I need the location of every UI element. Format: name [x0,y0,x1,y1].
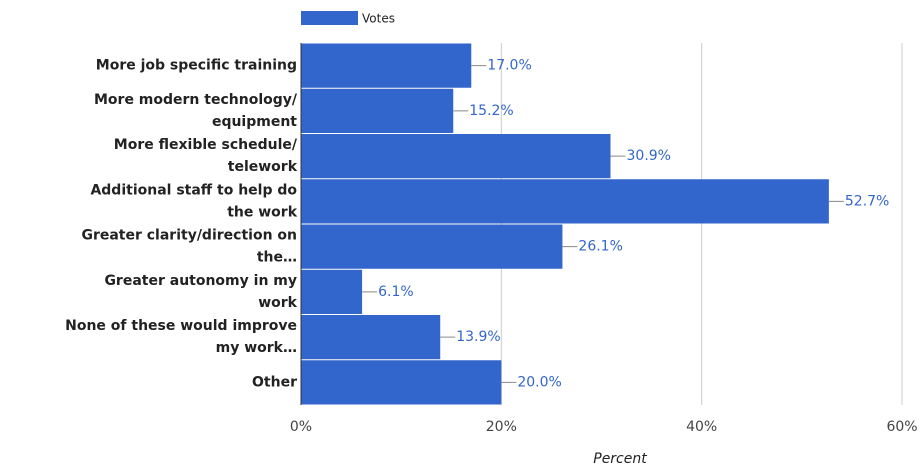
y-tick-label-line: More job specific training [96,58,297,74]
y-tick-label: Greater autonomy in my work [104,273,297,311]
x-tick-label: 40% [686,419,717,435]
y-tick-label-line: the work [227,204,297,220]
legend-label: Votes [362,12,395,26]
value-label: 17.0% [487,58,531,74]
y-tick-label-line: Additional staff to help do [90,182,297,198]
y-tick-label-line: Greater autonomy in my [104,273,297,289]
bar [301,315,441,360]
y-tick-label-line: my work… [216,340,297,356]
bar [301,269,363,314]
bar [301,43,472,88]
y-tick-label: Additional staff to help do the work [90,182,297,220]
bar [301,179,829,224]
y-tick-label-line: None of these would improve [65,318,297,334]
y-tick-label-line: Greater clarity/direction on [81,228,297,244]
bar [301,88,454,133]
y-tick-label-line: the… [257,250,297,266]
y-tick-label: Greater clarity/direction on the… [81,228,297,266]
y-tick-label-line: Other [252,374,297,390]
value-label: 20.0% [517,374,561,390]
y-tick-label: More flexible schedule/telework [114,137,298,175]
legend-swatch [301,11,358,25]
x-tick-label: 60% [886,419,917,435]
y-tick-label-line: telework [228,159,298,175]
y-tick-label-line: More modern technology/ [94,92,298,108]
bar [301,224,563,269]
y-tick-label-line: equipment [212,114,297,130]
bar [301,134,611,179]
x-tick-label: 0% [290,419,312,435]
y-tick-label: None of these would improve my work… [65,318,297,356]
value-label: 13.9% [456,329,500,345]
y-tick-label-line: work [258,295,297,311]
x-tick-label: 20% [486,419,517,435]
value-label: 30.9% [627,148,671,164]
y-tick-label: More modern technology/equipment [94,92,298,130]
value-label: 6.1% [378,284,414,300]
value-label: 52.7% [845,193,889,209]
y-tick-label-line: More flexible schedule/ [114,137,298,153]
x-axis-title: Percent [593,451,647,467]
bar [301,360,502,405]
value-label: 26.1% [578,239,622,255]
y-tick-label: Other [252,374,297,390]
value-label: 15.2% [469,103,513,119]
y-tick-label: More job specific training [96,58,297,74]
